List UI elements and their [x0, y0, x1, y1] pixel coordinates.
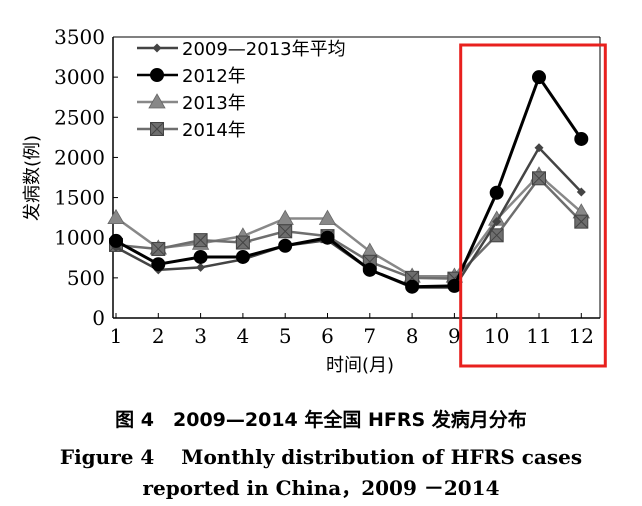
- data-point: [489, 228, 504, 243]
- legend-label: 2014年: [182, 120, 246, 141]
- series-line: [115, 145, 583, 289]
- marker-cross: [150, 122, 164, 136]
- y-tick-label: 2500: [54, 105, 105, 129]
- marker-cross: [236, 235, 250, 250]
- y-tick-label: 1500: [54, 186, 105, 210]
- data-point: [447, 278, 462, 293]
- y-axis-label: 发病数(例): [22, 135, 43, 221]
- legend-marker: [152, 43, 162, 53]
- y-tick-labels: 0 500 1000 1500 2000 2500 3000 3500: [54, 25, 118, 330]
- x-tick-label: 3: [194, 324, 207, 348]
- series-lines: [107, 70, 590, 294]
- caption-english-line2: reported in China，2009 －2014: [142, 476, 500, 500]
- marker-cross: [151, 242, 166, 256]
- data-point: [278, 224, 293, 239]
- y-tick-label: 0: [92, 306, 105, 330]
- legend-label: 2012年: [182, 66, 246, 87]
- caption-english-line1: Figure 4 Monthly distribution of HFRS ca…: [59, 445, 583, 469]
- x-tick-labels: 1 2 3 4 5 6 7 8 9 10 11 12: [110, 313, 594, 348]
- x-tick-label: 7: [363, 324, 376, 348]
- y-tick-label: 500: [67, 266, 105, 290]
- data-point: [574, 214, 589, 229]
- x-tick-label: 12: [569, 324, 594, 348]
- data-point: [576, 187, 586, 197]
- x-tick-label: 1: [110, 324, 123, 348]
- data-point: [532, 70, 546, 85]
- data-point: [318, 209, 337, 225]
- series-line: [115, 173, 583, 278]
- data-point: [193, 249, 208, 264]
- marker-cross: [278, 224, 293, 239]
- x-tick-label: 9: [448, 324, 461, 348]
- legend-label: 2009—2013年平均: [182, 39, 346, 60]
- data-point: [405, 279, 420, 294]
- y-tick-label: 1000: [54, 226, 105, 250]
- data-point: [534, 143, 544, 153]
- x-tick-label: 4: [237, 324, 250, 348]
- marker-cross: [532, 171, 546, 186]
- data-point: [574, 131, 589, 146]
- series-1: [111, 143, 586, 292]
- x-tick-label: 6: [321, 324, 334, 348]
- data-point: [107, 208, 125, 225]
- data-point: [278, 238, 293, 253]
- data-point: [489, 185, 504, 200]
- data-point: [193, 233, 208, 248]
- legend: 2009—2013年平均 2012年 2013年 2014年: [137, 39, 346, 141]
- legend-label: 2013年: [182, 93, 246, 114]
- y-tick-label: 3500: [54, 25, 105, 49]
- data-point: [320, 230, 335, 245]
- data-point: [235, 249, 250, 264]
- marker-cross: [193, 233, 208, 247]
- data-point: [196, 262, 206, 272]
- chart: 1 2 3 4 5 6 7 8 9 10 11 12 050010001500200025003000…: [22, 25, 607, 376]
- data-point: [532, 171, 546, 186]
- x-axis-label: 时间(月): [326, 355, 394, 376]
- legend-marker: [148, 93, 166, 109]
- legend-marker: [150, 68, 164, 82]
- data-point: [235, 235, 250, 250]
- axes: [112, 36, 601, 319]
- caption-chinese: 图 4 2009—2014 年全国 HFRS 发病月分布: [115, 409, 527, 431]
- data-point: [151, 241, 166, 256]
- data-point: [109, 233, 123, 248]
- data-point: [362, 262, 377, 277]
- marker-cross: [489, 228, 504, 243]
- data-point: [151, 257, 166, 272]
- legend-marker: [150, 122, 164, 136]
- data-point: [492, 217, 502, 227]
- marker-cross: [574, 214, 589, 229]
- x-tick-label: 11: [526, 324, 551, 348]
- y-tick-label: 3000: [54, 65, 105, 89]
- x-tick-label: 8: [406, 324, 419, 348]
- y-tick-label: 2000: [54, 145, 105, 169]
- highlight-box: [459, 43, 607, 368]
- x-tick-label: 5: [279, 324, 292, 348]
- series-line: [115, 73, 583, 289]
- x-tick-label: 2: [152, 324, 165, 348]
- series-2: [109, 70, 589, 294]
- series-line: [115, 176, 583, 280]
- x-tick-label: 10: [484, 324, 509, 348]
